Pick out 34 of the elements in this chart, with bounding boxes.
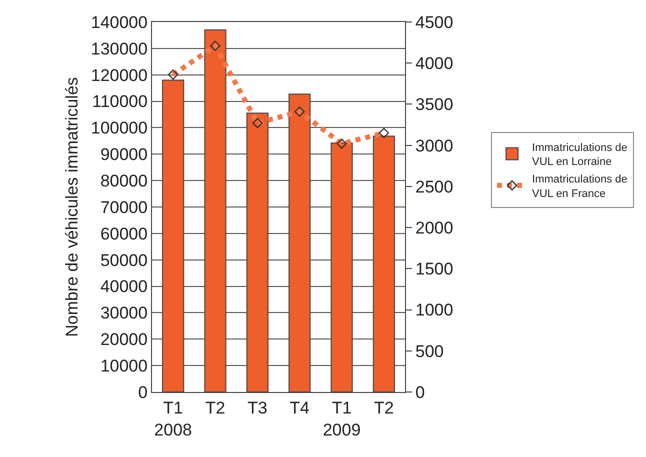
y-tick-label: 0 <box>138 382 148 402</box>
y2-tick-label: 1000 <box>415 300 454 320</box>
x-tick-label: T3 <box>248 398 268 418</box>
y-tick-label: 10000 <box>100 356 148 376</box>
y-tick-label: 30000 <box>100 304 148 323</box>
y2-tick-label: 0 <box>415 382 425 402</box>
y-tick-label: 70000 <box>100 198 148 217</box>
y-tick-label: 100000 <box>90 118 148 138</box>
y2-tick-label: 1500 <box>415 260 454 279</box>
y-tick-label: 130000 <box>90 39 148 58</box>
y-axis-title: Nombre de véhicules immatriculés <box>62 77 82 337</box>
y2-tick-label: 500 <box>415 342 444 361</box>
y-tick-label: 60000 <box>100 224 148 244</box>
y2-tick-label: 2500 <box>415 177 454 196</box>
y-tick-label: 50000 <box>100 250 148 270</box>
y-tick-label: 140000 <box>90 12 148 32</box>
y-tick-label: 80000 <box>100 172 148 191</box>
legend-label: Immatriculations de VUL en Lorraine <box>532 142 628 168</box>
x-tick-label: T2 <box>205 398 226 418</box>
y-tick-label: 40000 <box>100 277 148 296</box>
y-tick-label: 120000 <box>90 66 148 85</box>
y-tick-label: 20000 <box>100 330 148 350</box>
y2-tick-label: 4500 <box>415 12 454 32</box>
y2-tick-label: 2000 <box>415 218 454 238</box>
x-tick-label: T1 2009 <box>322 398 361 440</box>
x-tick-label: T2 <box>374 398 394 418</box>
legend-label: Immatriculations de VUL en France <box>532 174 628 200</box>
x-tick-label: T1 2008 <box>154 398 192 440</box>
y2-tick-label: 3500 <box>415 95 454 114</box>
y-tick-label: 90000 <box>100 145 148 164</box>
y2-tick-label: 3000 <box>415 136 454 156</box>
y2-tick-label: 4000 <box>415 54 454 74</box>
y-tick-label: 110000 <box>92 92 148 112</box>
x-tick-label: T4 <box>290 398 310 418</box>
